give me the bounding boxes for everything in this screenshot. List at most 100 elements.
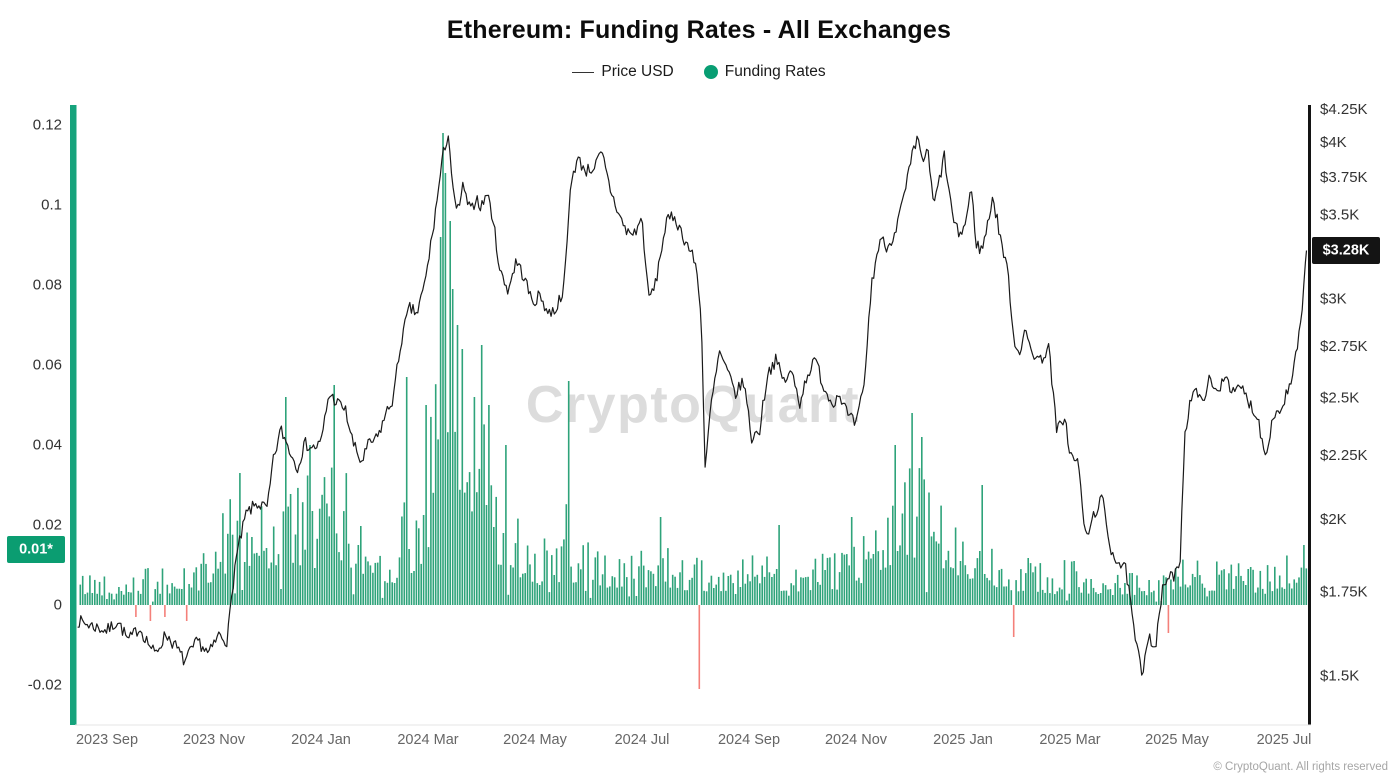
- funding-rate-bar: [190, 587, 193, 605]
- funding-rate-bar: [725, 590, 727, 605]
- funding-rate-bar: [241, 590, 244, 605]
- funding-rate-bar: [1206, 596, 1208, 605]
- funding-rate-bar: [517, 518, 519, 605]
- funding-rate-bar: [1235, 576, 1237, 605]
- funding-rate-bar: [623, 563, 626, 605]
- funding-rate-bar: [132, 577, 135, 605]
- funding-rate-bar: [149, 605, 152, 621]
- funding-rate-bar: [836, 589, 838, 605]
- x-axis-tick-label: 2025 Mar: [1039, 732, 1100, 748]
- right-axis-tick-label: $2.75K: [1320, 338, 1368, 355]
- funding-rate-bar: [882, 550, 884, 605]
- funding-rate-bar: [1170, 579, 1172, 605]
- funding-rate-bar: [1155, 601, 1158, 605]
- funding-rate-bar: [742, 559, 744, 605]
- funding-rate-bar: [732, 583, 734, 605]
- funding-rate-bar: [1179, 586, 1182, 605]
- funding-rate-bar: [357, 545, 360, 605]
- funding-rate-bar: [432, 492, 435, 605]
- funding-rate-bar: [609, 586, 611, 605]
- funding-rate-bar: [248, 565, 251, 605]
- funding-rate-bar: [318, 508, 321, 605]
- funding-rate-bar: [1196, 560, 1199, 605]
- funding-rate-bar: [596, 551, 599, 605]
- funding-rate-bar: [889, 565, 892, 605]
- funding-rate-bar: [1245, 585, 1247, 605]
- funding-rate-bar: [901, 513, 904, 605]
- funding-rate-bar: [908, 468, 911, 605]
- funding-rate-bar: [713, 588, 715, 605]
- funding-rate-bar: [1109, 589, 1112, 605]
- funding-rate-bar: [1228, 573, 1230, 605]
- funding-rate-bar: [860, 583, 863, 605]
- funding-rate-bar: [993, 585, 996, 605]
- funding-rate-bar: [575, 582, 577, 605]
- funding-rate-bar: [272, 526, 275, 605]
- funding-rate-bar: [106, 599, 108, 605]
- x-axis-tick-label: 2023 Nov: [183, 732, 246, 748]
- funding-rate-bar: [865, 559, 867, 605]
- funding-rate-bar: [700, 560, 703, 605]
- funding-rate-bar: [497, 564, 500, 605]
- funding-rate-bar: [744, 583, 747, 605]
- funding-rate-bar: [321, 494, 323, 605]
- funding-rate-bar: [988, 580, 991, 605]
- funding-rate-bar: [543, 538, 546, 605]
- funding-rate-bar: [306, 475, 309, 605]
- funding-rate-bar: [601, 574, 604, 605]
- funding-rate-bar: [819, 584, 821, 605]
- funding-rate-bar: [1143, 591, 1146, 605]
- right-axis-tick-label: $3.75K: [1320, 169, 1368, 186]
- funding-rate-bar: [935, 541, 938, 605]
- funding-rate-bar: [553, 575, 555, 605]
- funding-rate-bar: [229, 499, 231, 605]
- funding-rate-bar: [800, 577, 802, 605]
- funding-rate-bar: [401, 516, 403, 605]
- funding-rate-bar: [1058, 587, 1061, 605]
- funding-rate-bar: [461, 349, 464, 605]
- funding-rate-bar: [1037, 591, 1039, 605]
- funding-rate-bar: [444, 173, 447, 605]
- funding-rate-bar: [1191, 573, 1194, 605]
- funding-rate-bar: [567, 381, 570, 605]
- funding-rate-bar: [1114, 583, 1116, 605]
- right-axis-tick-label: $3.5K: [1320, 207, 1359, 224]
- funding-rate-bar: [705, 591, 708, 605]
- funding-rate-bar: [599, 585, 601, 605]
- funding-rate-bar: [1269, 581, 1271, 605]
- funding-rate-bar: [1087, 593, 1090, 605]
- funding-rate-bar: [933, 531, 935, 605]
- funding-rate-bar: [231, 534, 234, 605]
- legend-item-price[interactable]: Price USD: [572, 63, 674, 81]
- copyright: © CryptoQuant. All rights reserved: [1213, 761, 1388, 773]
- funding-rate-bar: [618, 559, 621, 605]
- funding-rate-bar: [604, 555, 606, 605]
- funding-rate-bar: [243, 562, 246, 605]
- funding-rate-bar: [524, 573, 526, 605]
- funding-rate-bar: [125, 584, 127, 605]
- funding-rate-bar: [343, 511, 345, 605]
- funding-rate-bar: [630, 555, 633, 605]
- funding-rate-bar: [1257, 587, 1259, 605]
- funding-rate-bar: [509, 565, 512, 605]
- funding-rate-bar: [415, 520, 418, 605]
- funding-rate-bar: [1194, 577, 1196, 605]
- funding-rate-bar: [1150, 592, 1153, 605]
- funding-rate-bar: [490, 485, 493, 605]
- funding-rate-bar: [899, 545, 901, 605]
- funding-rate-bar: [118, 587, 120, 605]
- funding-rate-bar: [981, 485, 983, 605]
- funding-rate-bar: [1187, 587, 1189, 605]
- funding-rate-bar: [582, 545, 584, 605]
- x-axis-tick-label: 2024 Nov: [825, 732, 888, 748]
- legend-item-funding[interactable]: Funding Rates: [703, 63, 826, 81]
- funding-rate-bar: [113, 599, 115, 605]
- funding-rate-bar: [1141, 591, 1143, 605]
- funding-rate-bar: [884, 567, 887, 605]
- right-axis-tick-label: $3K: [1320, 291, 1347, 308]
- funding-rate-bar: [301, 502, 304, 605]
- funding-rate-bar: [613, 577, 616, 605]
- funding-rate-bar: [831, 589, 834, 605]
- funding-rate-bar: [526, 545, 529, 605]
